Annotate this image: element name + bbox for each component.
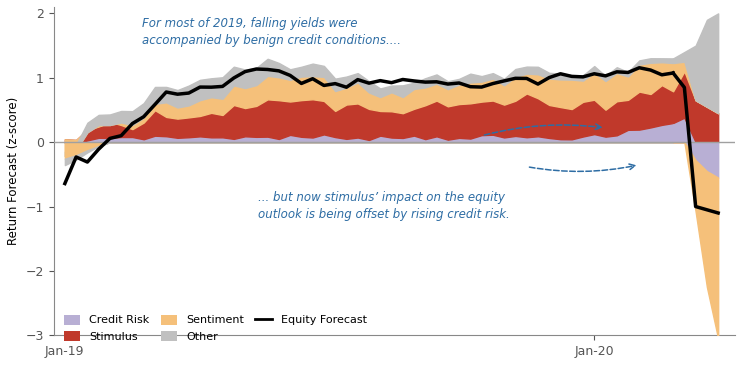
Text: For most of 2019, falling yields were
accompanied by benign credit conditions...: For most of 2019, falling yields were ac… (142, 17, 401, 47)
Y-axis label: Return Forecast (z-score): Return Forecast (z-score) (7, 97, 20, 245)
Legend: Credit Risk, Stimulus, Sentiment, Other, Equity Forecast: Credit Risk, Stimulus, Sentiment, Other,… (59, 310, 371, 346)
Text: ... but now stimulus’ impact on the equity
outlook is being offset by rising cre: ... but now stimulus’ impact on the equi… (258, 191, 510, 221)
